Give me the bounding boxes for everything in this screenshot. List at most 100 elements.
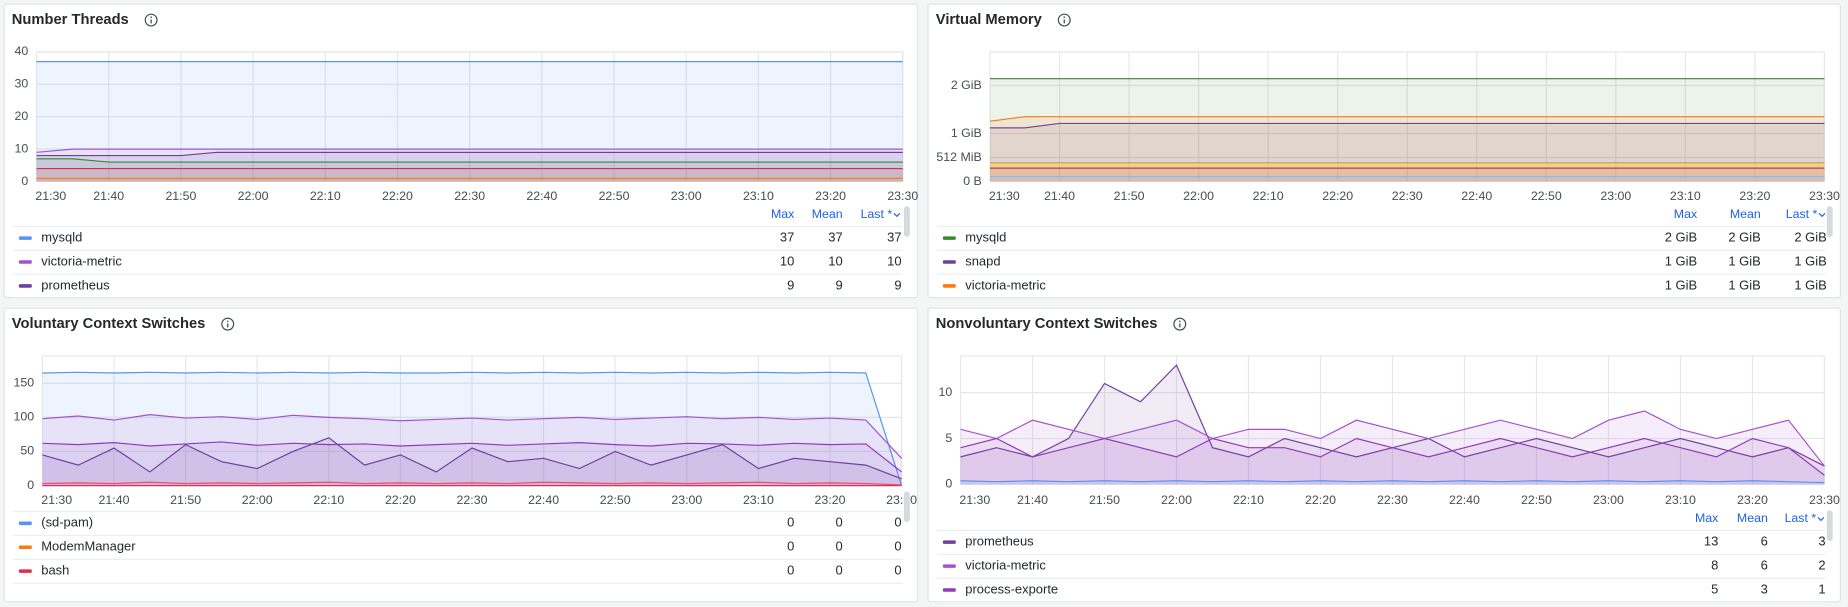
- x-tick-label: 22:50: [1531, 189, 1562, 203]
- legend-name[interactable]: bash: [41, 563, 69, 578]
- legend-column-header[interactable]: Max: [1674, 207, 1698, 221]
- legend-swatch: [942, 540, 956, 544]
- legend-stat: 1 GiB: [1794, 277, 1826, 292]
- legend-name[interactable]: process-exporte: [965, 581, 1058, 596]
- legend-stat: 9: [787, 277, 794, 292]
- legend-stat: 1 GiB: [1665, 277, 1697, 292]
- legend-scrollbar[interactable]: [903, 491, 910, 523]
- x-tick-label: 21:40: [99, 493, 130, 507]
- x-tick-label: 23:30: [887, 189, 918, 203]
- legend-name[interactable]: victoria-metric: [965, 277, 1046, 292]
- x-tick-label: 23:00: [671, 189, 702, 203]
- x-tick-label: 21:30: [989, 189, 1020, 203]
- legend-stat: 3: [1818, 534, 1825, 549]
- x-tick-label: 23:10: [743, 189, 774, 203]
- x-tick-label: 23:30: [886, 493, 917, 507]
- info-circle: [1173, 317, 1187, 331]
- legend-name[interactable]: mysqld: [965, 230, 1006, 245]
- legend-name[interactable]: (sd-pam): [41, 515, 93, 530]
- legend-swatch: [18, 284, 32, 288]
- x-tick-label: 22:20: [385, 493, 416, 507]
- area-fill: [42, 414, 902, 486]
- legend-swatch: [942, 564, 956, 568]
- legend-stat: 0: [787, 563, 794, 578]
- legend-stat: 0: [787, 515, 794, 530]
- legend-stat: 0: [894, 515, 901, 530]
- x-tick-label: 22:40: [528, 493, 559, 507]
- area-fill: [990, 165, 1825, 182]
- info-icon[interactable]: [221, 317, 235, 331]
- legend-name[interactable]: mysqld: [41, 230, 82, 245]
- legend-name[interactable]: victoria-metric: [965, 558, 1046, 573]
- panel-content: Voluntary Context Switches 0 50 100 150 21:30…: [12, 316, 917, 584]
- area-fill: [990, 168, 1825, 182]
- legend-column-header[interactable]: Last *: [1786, 207, 1818, 221]
- legend-stat: 1: [1818, 581, 1825, 596]
- legend-stat: 6: [1761, 534, 1768, 549]
- legend-stat: 5: [1711, 581, 1718, 596]
- x-tick-label: 23:30: [1809, 189, 1840, 203]
- legend-stat: 37: [780, 230, 794, 245]
- info-circle: [144, 13, 158, 27]
- panel-title: Nonvoluntary Context Switches: [936, 316, 1158, 332]
- x-tick-label: 23:10: [743, 493, 774, 507]
- x-tick-label: 22:00: [242, 493, 273, 507]
- info-circle: [221, 317, 235, 331]
- x-tick-label: 22:50: [1521, 493, 1552, 507]
- legend-stat: 0: [894, 563, 901, 578]
- legend-name[interactable]: snapd: [965, 253, 1000, 268]
- legend-scrollbar[interactable]: [1826, 510, 1833, 541]
- y-tick-label: 2 GiB: [951, 78, 982, 92]
- sort-chevron: [1817, 516, 1825, 522]
- info-dot: [1178, 320, 1181, 323]
- legend-scrollbar[interactable]: [1826, 206, 1833, 237]
- area-fill: [990, 123, 1825, 182]
- legend-swatch: [942, 588, 956, 592]
- legend-column-header[interactable]: Last *: [1785, 511, 1817, 525]
- legend-stat: 37: [887, 230, 901, 245]
- legend-stat: 0: [835, 539, 842, 554]
- legend-scrollbar[interactable]: [903, 206, 910, 237]
- x-tick-label: 23:30: [1809, 493, 1840, 507]
- legend-name[interactable]: victoria-metric: [41, 253, 122, 268]
- series-line: [42, 371, 903, 486]
- legend-column-header[interactable]: Max: [771, 207, 795, 221]
- legend-name[interactable]: prometheus: [965, 534, 1034, 549]
- y-tick-label: 10: [15, 141, 29, 155]
- x-tick-label: 21:50: [170, 493, 201, 507]
- info-icon[interactable]: [1173, 317, 1187, 331]
- legend-column-header[interactable]: Max: [1695, 511, 1719, 525]
- legend-swatch: [18, 260, 32, 264]
- x-tick-label: 22:50: [599, 189, 630, 203]
- info-icon[interactable]: [144, 13, 158, 27]
- y-tick-label: 0: [27, 478, 34, 492]
- y-tick-label: 0: [21, 174, 28, 188]
- series-line: [960, 437, 1825, 476]
- x-tick-label: 22:00: [1183, 189, 1214, 203]
- x-tick-label: 23:10: [1665, 493, 1696, 507]
- x-tick-label: 21:40: [93, 189, 124, 203]
- area-fill: [36, 149, 903, 182]
- x-tick-label: 21:30: [35, 189, 66, 203]
- sort-chevron: [1818, 212, 1826, 218]
- x-tick-label: 22:40: [1461, 189, 1492, 203]
- info-dot: [1063, 16, 1066, 19]
- legend-column-header[interactable]: Mean: [812, 207, 843, 221]
- legend-stat: 2 GiB: [1665, 230, 1697, 245]
- legend-name[interactable]: prometheus: [41, 277, 110, 292]
- legend-name[interactable]: ModemManager: [41, 539, 136, 554]
- x-tick-label: 22:20: [1305, 493, 1336, 507]
- legend-swatch: [18, 521, 32, 526]
- legend-column-header[interactable]: Mean: [1737, 511, 1768, 525]
- x-tick-label: 21:50: [165, 189, 196, 203]
- info-icon[interactable]: [1057, 13, 1071, 27]
- area-fill: [990, 78, 1825, 182]
- legend-column-header[interactable]: Last *: [861, 207, 893, 221]
- y-tick-label: 1 GiB: [951, 126, 982, 140]
- legend-column-header[interactable]: Mean: [1730, 207, 1761, 221]
- area-fill: [990, 176, 1825, 182]
- x-tick-label: 23:00: [671, 493, 702, 507]
- legend-stat: 1 GiB: [1665, 253, 1697, 268]
